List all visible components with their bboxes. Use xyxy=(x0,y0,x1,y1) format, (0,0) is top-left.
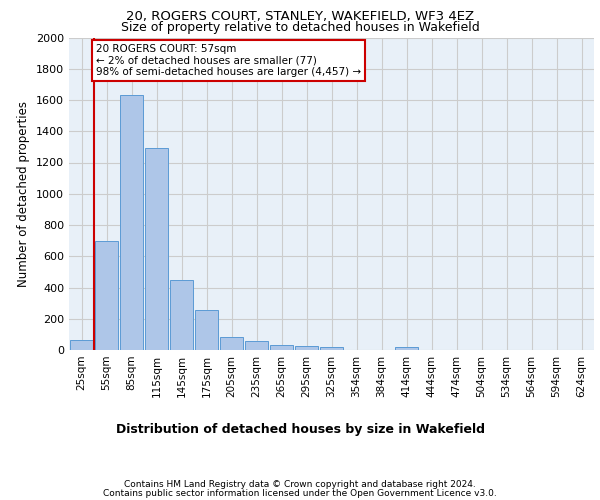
Text: Contains public sector information licensed under the Open Government Licence v3: Contains public sector information licen… xyxy=(103,488,497,498)
Bar xyxy=(220,336,243,350)
Bar xyxy=(70,340,93,350)
Text: 20, ROGERS COURT, STANLEY, WAKEFIELD, WF3 4EZ: 20, ROGERS COURT, STANLEY, WAKEFIELD, WF… xyxy=(126,10,474,23)
Text: Contains HM Land Registry data © Crown copyright and database right 2024.: Contains HM Land Registry data © Crown c… xyxy=(124,480,476,489)
Bar xyxy=(245,342,268,350)
Bar xyxy=(295,346,318,350)
Y-axis label: Number of detached properties: Number of detached properties xyxy=(17,101,31,287)
Bar xyxy=(395,347,418,350)
Bar xyxy=(145,148,168,350)
Text: 20 ROGERS COURT: 57sqm
← 2% of detached houses are smaller (77)
98% of semi-deta: 20 ROGERS COURT: 57sqm ← 2% of detached … xyxy=(96,44,361,77)
Bar xyxy=(270,344,293,350)
Text: Size of property relative to detached houses in Wakefield: Size of property relative to detached ho… xyxy=(121,22,479,35)
Bar xyxy=(120,96,143,350)
Bar xyxy=(95,240,118,350)
Text: Distribution of detached houses by size in Wakefield: Distribution of detached houses by size … xyxy=(115,422,485,436)
Bar xyxy=(195,310,218,350)
Bar xyxy=(170,280,193,350)
Bar xyxy=(320,347,343,350)
